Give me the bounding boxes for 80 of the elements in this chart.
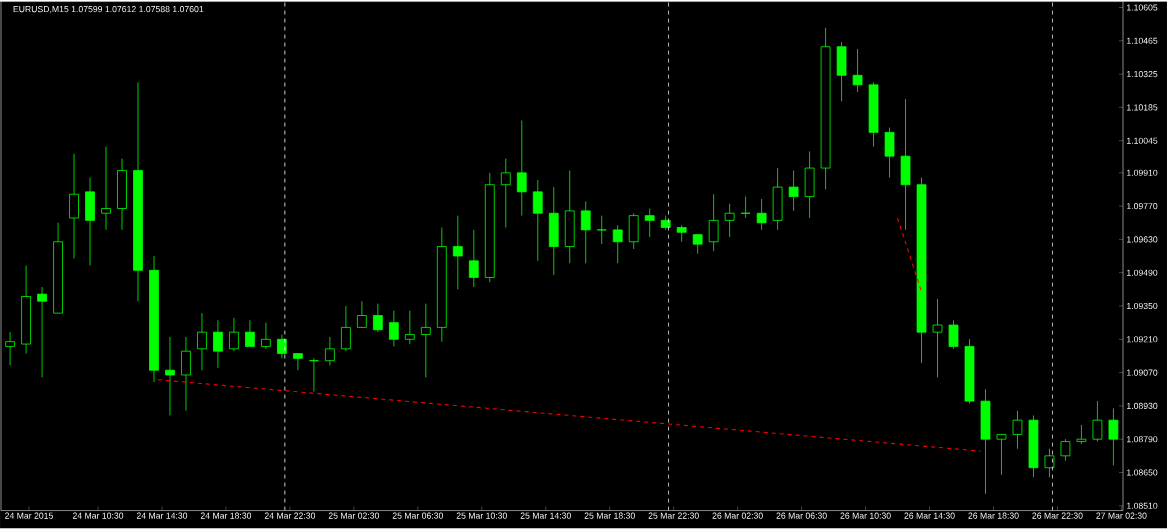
candlestick (404, 310, 415, 345)
y-tick-label: 1.09070 (1127, 369, 1158, 376)
candlestick (356, 301, 367, 329)
x-tick-label: 26 Mar 02:30 (712, 512, 763, 519)
y-tick-label: 1.09630 (1127, 236, 1158, 243)
y-tick-label: 1.10465 (1127, 37, 1158, 45)
x-tick-label: 26 Mar 18:30 (968, 512, 1019, 519)
candlestick (1108, 408, 1119, 466)
candlestick (341, 305, 351, 352)
y-tick-label: 1.09910 (1127, 169, 1158, 177)
candlestick (325, 336, 335, 367)
x-tick-label: 26 Mar 06:30 (776, 512, 827, 519)
candlestick (788, 170, 799, 212)
candlestick (1044, 448, 1055, 478)
x-tick-label: 25 Mar 18:30 (584, 512, 635, 519)
candlestick (708, 194, 719, 252)
x-tick-label: 25 Mar 22:30 (648, 512, 699, 519)
candlestick (5, 331, 15, 367)
x-tick-label: 26 Mar 10:30 (840, 512, 891, 519)
candlestick (596, 215, 607, 245)
y-tick-label: 1.08930 (1127, 403, 1158, 410)
candlestick (1092, 400, 1103, 443)
x-tick-label: 25 Mar 02:30 (328, 512, 380, 519)
y-tick-label: 1.10325 (1127, 71, 1158, 78)
candlestick (181, 336, 191, 412)
candlestick (580, 201, 591, 264)
candlestick (197, 312, 207, 371)
candlestick (468, 229, 479, 288)
y-tick-label: 1.09210 (1127, 336, 1158, 343)
y-tick-label: 1.09490 (1127, 269, 1158, 276)
candlestick (1012, 410, 1023, 450)
x-tick-label: 26 Mar 22:30 (1032, 512, 1083, 519)
candlestick (724, 203, 735, 238)
candlestick (69, 153, 79, 260)
y-tick-label: 1.10045 (1127, 137, 1158, 144)
y-tick-label: 1.08650 (1127, 469, 1158, 476)
candlestick (388, 310, 399, 348)
x-tick-label: 25 Mar 14:30 (520, 512, 571, 519)
candlestick (452, 215, 463, 290)
candlestick (165, 336, 175, 417)
y-tick-label: 1.09770 (1127, 203, 1158, 210)
candlestick (948, 320, 959, 350)
candlestick (229, 317, 239, 352)
y-tick-label: 1.08790 (1127, 436, 1158, 443)
candlestick (516, 120, 527, 217)
candlestick (884, 127, 895, 179)
x-tick-label: 25 Mar 10:30 (456, 512, 507, 519)
x-tick-label: 24 Mar 2015 (5, 512, 53, 519)
candlestick (37, 286, 47, 378)
candlestick (756, 198, 767, 231)
candlestick (612, 224, 623, 264)
candlestick (261, 322, 271, 350)
candlestick (372, 303, 383, 333)
candlestick (852, 48, 863, 93)
candlestick (996, 434, 1007, 476)
candlestick (692, 234, 703, 255)
x-tick-label: 24 Mar 18:30 (200, 512, 252, 519)
x-tick-label: 24 Mar 10:30 (72, 512, 124, 519)
candlestick (932, 298, 943, 378)
candlestick (213, 320, 223, 369)
x-tick-label: 24 Mar 22:30 (264, 512, 316, 519)
candlestick (644, 208, 655, 238)
y-tick-label: 1.08510 (1127, 502, 1158, 510)
y-tick-label: 1.09350 (1127, 303, 1158, 310)
chart-title: EURUSD,M15 1.07599 1.07612 1.07588 1.07601 (13, 6, 204, 14)
candlestick (293, 353, 303, 371)
y-tick-label: 1.10185 (1127, 104, 1158, 111)
candlestick (245, 320, 255, 348)
x-tick-label: 25 Mar 06:30 (392, 512, 444, 519)
x-tick-label: 24 Mar 14:30 (136, 512, 188, 519)
candlestick (1076, 424, 1087, 445)
x-tick-label: 26 Mar 14:30 (904, 512, 955, 519)
candlestick (101, 146, 111, 231)
candlestick (1060, 439, 1071, 462)
candlestick (277, 334, 287, 359)
y-tick-label: 1.10605 (1127, 4, 1158, 11)
candlestick (420, 303, 431, 378)
candlestick (532, 179, 543, 262)
x-tick-label: 27 Mar 02:30 (1096, 512, 1147, 519)
candlestick (500, 158, 511, 229)
